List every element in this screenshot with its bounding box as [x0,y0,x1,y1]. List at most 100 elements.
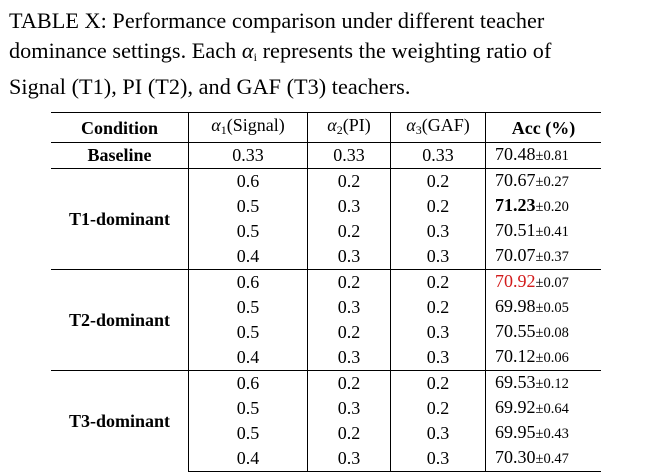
alpha1-value: 0.4 [188,446,308,472]
table-row: 0.5 0.3 0.2 71.23±0.20 [51,194,601,219]
table-row: 0.5 0.2 0.3 69.95±0.43 [51,421,601,446]
alpha2-value: 0.3 [307,396,391,421]
alpha3-value: 0.3 [390,446,486,472]
acc-value: 70.51±0.41 [486,219,602,244]
acc-mean: 70.12 [495,346,536,366]
alpha1-value: 0.6 [188,168,308,194]
table-row: 0.5 0.3 0.2 69.92±0.64 [51,396,601,421]
performance-table: Condition α1(Signal) α2(PI) α3(GAF) Acc … [51,112,601,472]
acc-std: ±0.08 [535,325,569,341]
dominant-groups: T1-dominant 0.6 0.2 0.2 70.67±0.27 0.5 0.3 0.2 7… [51,168,601,472]
acc-value: 69.95±0.43 [486,421,602,446]
alpha-symbol: α [327,115,337,135]
header-acc: Acc (%) [511,117,576,138]
header-row: Condition α1(Signal) α2(PI) α3(GAF) Acc … [51,112,601,143]
alpha2-value: 0.2 [307,370,391,396]
alpha2-value: 0.2 [307,168,391,194]
acc-value: 70.12±0.06 [486,345,602,371]
acc-std: ±0.37 [535,249,569,265]
alpha1-value: 0.6 [188,269,308,295]
acc-mean: 70.07 [495,245,536,265]
alpha3-value: 0.2 [390,269,486,295]
alpha-subscript: 1 [220,123,227,137]
acc-value: 70.48±0.81 [486,143,602,169]
acc-mean: 70.51 [495,220,536,240]
table-row: Baseline 0.33 0.33 0.33 70.48±0.81 [51,142,602,169]
alpha3-value: 0.33 [390,142,486,169]
caption-text: represents the weighting ratio of [257,37,552,63]
acc-value: 69.98±0.05 [486,295,602,320]
alpha1-value: 0.5 [188,396,308,421]
condition-label: Baseline [51,142,189,169]
alpha3-value: 0.2 [390,396,486,421]
alpha2-value: 0.3 [307,194,391,219]
acc-mean: 70.48 [495,144,536,164]
acc-mean: 70.92 [495,271,536,291]
acc-std: ±0.64 [535,401,569,417]
alpha3-value: 0.2 [390,370,486,396]
acc-std: ±0.07 [535,275,569,291]
alpha2-value: 0.3 [307,446,391,472]
alpha-symbol: α [211,115,221,135]
alpha3-value: 0.3 [390,219,486,244]
acc-value: 69.92±0.64 [486,396,602,421]
acc-mean: 70.55 [495,321,536,341]
condition-label: T3-dominant [51,370,189,472]
table-row: T3-dominant 0.6 0.2 0.2 69.53±0.12 [51,370,601,472]
acc-mean: 69.92 [495,397,536,417]
acc-mean: 71.23 [495,195,536,215]
acc-std: ±0.47 [535,451,569,467]
acc-std: ±0.81 [535,148,569,164]
alpha1-value: 0.5 [188,295,308,320]
header-label: (PI) [342,115,371,135]
alpha2-value: 0.3 [307,244,391,270]
caption-text: dominance settings. Each [9,37,242,63]
condition-label: T1-dominant [51,168,189,270]
alpha2-value: 0.2 [307,219,391,244]
alpha-symbol: α [406,115,416,135]
alpha-subscript: 2 [336,123,343,137]
caption-line-2: dominance settings. Each αi represents t… [9,36,654,73]
acc-value: 70.30±0.47 [485,446,601,472]
table-row: 0.5 0.2 0.3 70.51±0.41 [51,219,601,244]
acc-value: 70.07±0.37 [486,244,602,270]
alpha-subscript: 3 [415,123,422,137]
header-alpha2: α2(PI) [307,112,391,143]
alpha3-value: 0.2 [390,194,486,219]
alpha-symbol: α [241,37,254,63]
alpha1-value: 0.5 [188,421,308,446]
alpha1-value: 0.4 [188,244,308,270]
table-row: 0.4 0.3 0.3 70.12±0.06 [51,345,601,371]
header-label: (Signal) [226,115,285,135]
acc-value: 70.55±0.08 [486,320,602,345]
alpha2-value: 0.33 [307,142,391,169]
alpha2-value: 0.3 [307,345,391,371]
alpha3-value: 0.2 [390,295,486,320]
alpha3-value: 0.3 [390,244,486,270]
acc-value: 69.53±0.12 [485,370,601,396]
alpha1-value: 0.4 [188,345,308,371]
acc-mean: 70.30 [495,447,536,467]
alpha2-value: 0.2 [307,320,391,345]
alpha3-value: 0.3 [390,421,486,446]
acc-std: ±0.20 [535,199,569,215]
acc-mean: 69.98 [495,296,536,316]
alpha1-value: 0.6 [188,370,308,396]
acc-std: ±0.41 [535,224,569,240]
table-row: T1-dominant 0.6 0.2 0.2 70.67±0.27 [51,168,601,270]
caption-line-1: TABLE X: Performance comparison under di… [9,8,545,33]
alpha1-value: 0.5 [188,219,308,244]
table-row: T2-dominant 0.6 0.2 0.2 70.92±0.07 [51,269,601,371]
header-alpha1: α1(Signal) [188,112,308,143]
acc-std: ±0.05 [535,300,569,316]
acc-mean: 69.95 [495,422,536,442]
table-row: 0.5 0.3 0.2 69.98±0.05 [51,295,601,320]
header-label: (GAF) [421,115,470,135]
baseline-group: Baseline 0.33 0.33 0.33 70.48±0.81 [51,142,602,169]
alpha1-value: 0.33 [188,142,308,169]
table-row: 0.4 0.3 0.3 70.07±0.37 [51,244,601,270]
header-alpha3: α3(GAF) [390,112,486,143]
table-row: 0.5 0.2 0.3 70.55±0.08 [51,320,601,345]
acc-std: ±0.06 [535,350,569,366]
acc-std: ±0.12 [535,376,569,392]
